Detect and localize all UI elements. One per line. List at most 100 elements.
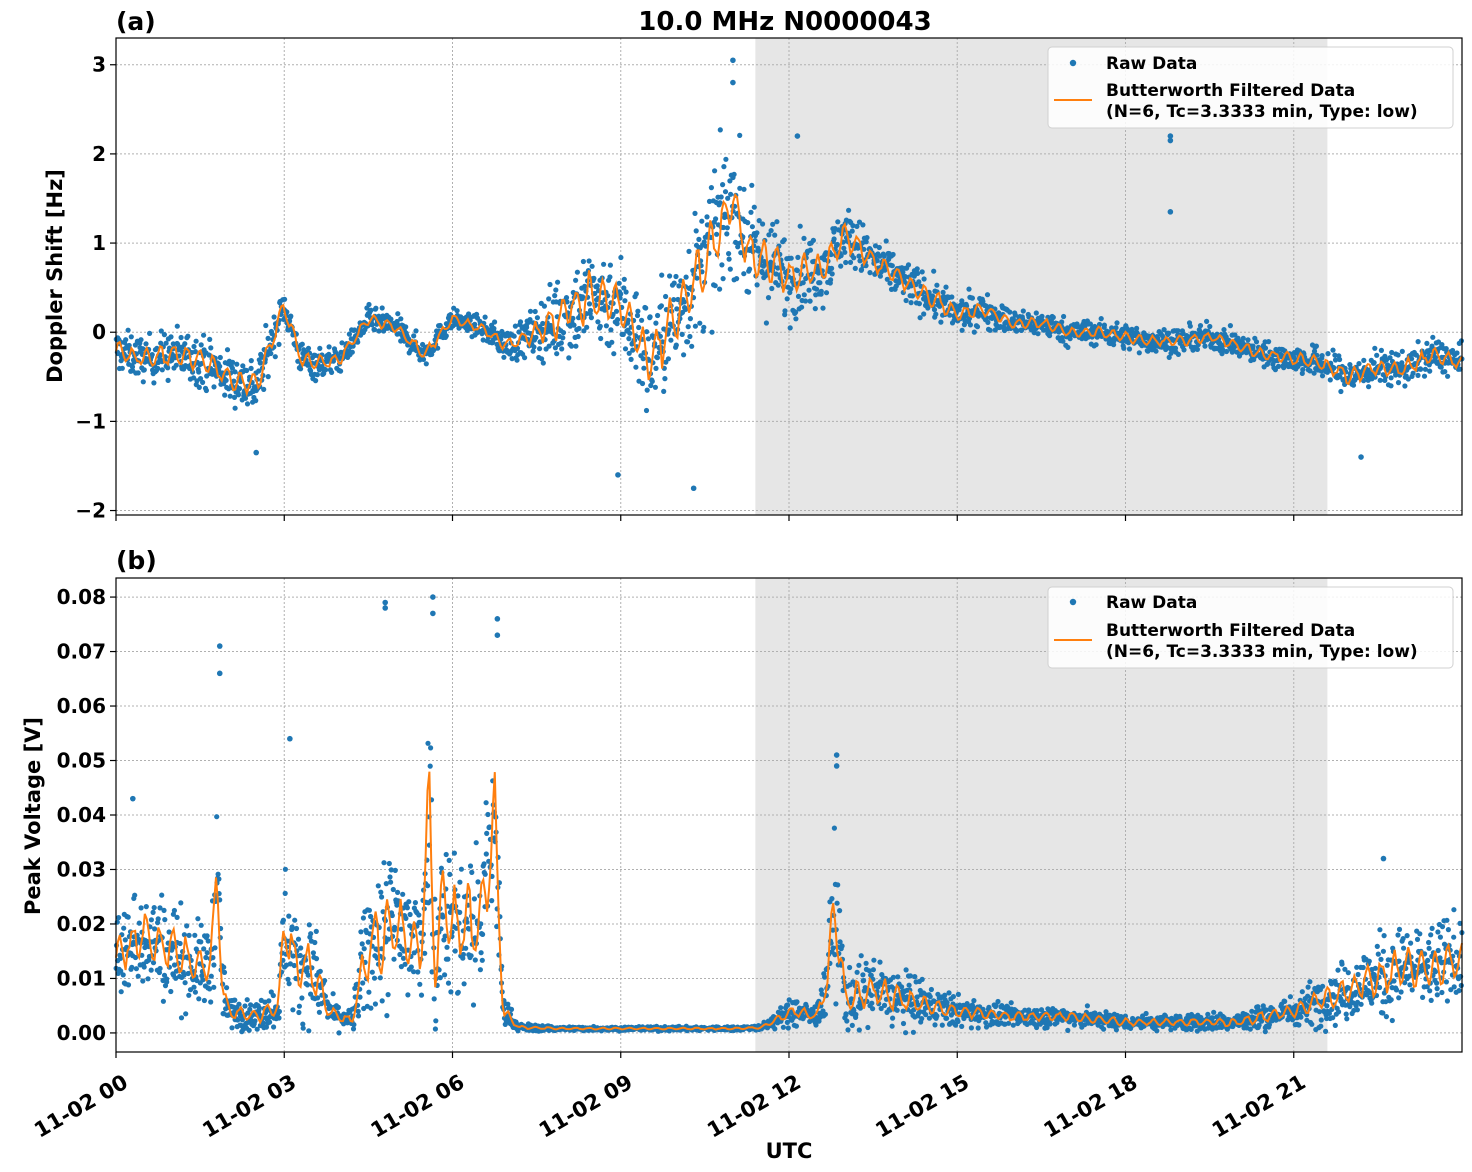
raw-point — [1243, 350, 1249, 356]
raw-point — [1300, 367, 1306, 373]
raw-point — [1166, 354, 1172, 360]
raw-point — [389, 912, 395, 919]
raw-point — [446, 857, 452, 864]
raw-point — [432, 1026, 438, 1032]
raw-point — [248, 365, 254, 371]
raw-point — [182, 980, 188, 986]
raw-point — [200, 379, 206, 385]
raw-point — [887, 280, 893, 286]
raw-point — [910, 1029, 917, 1035]
raw-point — [1035, 331, 1041, 337]
raw-point — [1014, 328, 1020, 334]
raw-point — [843, 1011, 849, 1017]
raw-point — [445, 980, 452, 986]
raw-point — [627, 330, 633, 336]
raw-point — [412, 900, 418, 906]
raw-point — [377, 975, 383, 981]
raw-point — [829, 265, 835, 271]
raw-point — [1377, 377, 1383, 383]
raw-point — [1175, 351, 1181, 357]
raw-point — [807, 247, 814, 253]
raw-point — [685, 324, 691, 330]
raw-point — [416, 912, 422, 918]
raw-point — [313, 378, 319, 384]
raw-point — [457, 879, 463, 885]
raw-point — [472, 957, 478, 963]
raw-point — [464, 327, 470, 333]
raw-point — [871, 957, 877, 963]
raw-point — [375, 883, 381, 889]
raw-point — [150, 960, 157, 966]
raw-point — [1259, 1018, 1265, 1024]
raw-point — [546, 296, 552, 302]
raw-point — [193, 338, 199, 344]
raw-point — [355, 1008, 361, 1014]
raw-point — [191, 375, 197, 381]
raw-point — [860, 222, 866, 228]
raw-point — [386, 860, 392, 867]
raw-point — [471, 896, 477, 902]
raw-point — [1061, 313, 1067, 320]
raw-point — [947, 312, 953, 318]
raw-point — [795, 293, 802, 299]
raw-point — [914, 994, 920, 1000]
raw-point — [1296, 1022, 1302, 1028]
raw-point — [491, 325, 497, 332]
raw-point — [435, 345, 441, 351]
raw-point — [468, 953, 474, 959]
raw-point — [774, 219, 780, 225]
raw-point — [1389, 349, 1395, 356]
raw-point — [903, 297, 909, 304]
raw-point — [164, 976, 170, 982]
raw-point — [178, 1015, 185, 1021]
raw-point — [254, 1026, 260, 1032]
raw-point — [270, 992, 276, 999]
raw-point — [313, 928, 319, 935]
panel-a-filtered-line — [115, 192, 1463, 398]
raw-point — [143, 341, 149, 347]
raw-point — [395, 311, 401, 317]
raw-point — [395, 889, 401, 896]
raw-point — [511, 333, 517, 339]
raw-point — [478, 950, 484, 956]
raw-point — [295, 936, 302, 942]
raw-point — [425, 740, 431, 746]
raw-point — [210, 955, 216, 961]
raw-point — [846, 207, 852, 213]
raw-point — [448, 989, 454, 995]
raw-point — [1311, 348, 1318, 354]
raw-point — [207, 986, 213, 992]
raw-point — [480, 931, 486, 938]
raw-point — [185, 333, 191, 339]
raw-outlier-point — [730, 57, 736, 64]
raw-point — [181, 932, 187, 938]
raw-point — [244, 367, 250, 374]
raw-point — [1262, 1029, 1268, 1035]
raw-point — [919, 269, 925, 275]
raw-point — [693, 228, 699, 234]
raw-point — [457, 909, 463, 916]
raw-point — [505, 1001, 511, 1007]
raw-point — [810, 237, 817, 243]
raw-point — [1122, 1013, 1128, 1019]
raw-point — [214, 814, 220, 820]
raw-point — [1194, 346, 1200, 352]
raw-point — [969, 295, 976, 301]
raw-point — [683, 274, 689, 280]
raw-point — [282, 866, 288, 872]
raw-point — [895, 974, 901, 980]
raw-point — [1305, 984, 1311, 990]
raw-point — [276, 1008, 282, 1015]
raw-point — [890, 251, 896, 258]
raw-point — [1366, 384, 1372, 390]
raw-point — [634, 312, 641, 319]
raw-point — [748, 209, 754, 215]
raw-point — [295, 358, 301, 364]
raw-point — [415, 969, 421, 975]
raw-point — [883, 238, 889, 244]
raw-point — [306, 922, 312, 928]
raw-point — [831, 236, 837, 242]
raw-point — [224, 985, 230, 991]
raw-point — [540, 320, 546, 327]
raw-point — [200, 977, 206, 983]
